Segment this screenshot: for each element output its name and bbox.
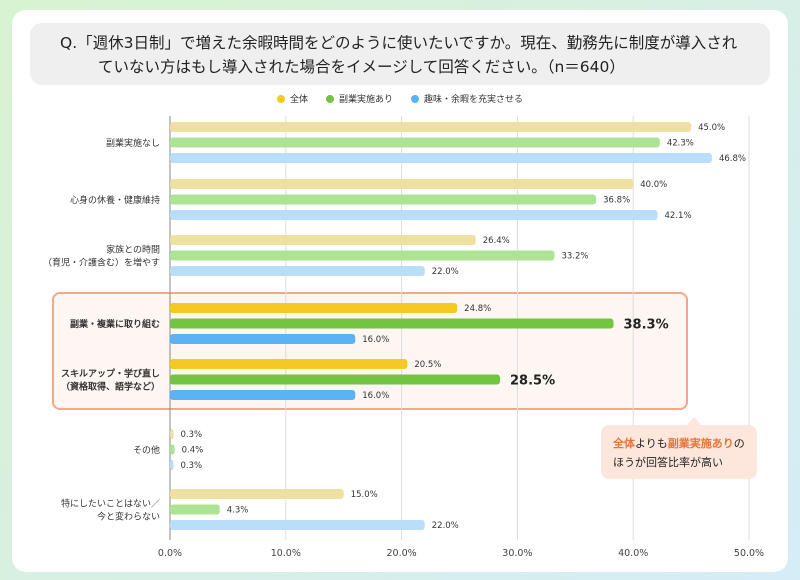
data-label: 28.5% [510,374,555,389]
data-label: 20.5% [414,360,441,370]
note-line-2: ほうが回答比率が高い [613,456,723,469]
data-label: 38.3% [624,318,669,333]
note-text: の [733,437,745,450]
bar [170,359,408,369]
x-tick-label: 10.0% [271,548,301,559]
data-label: 0.3% [180,430,202,440]
bar [170,489,344,499]
data-label: 15.0% [351,490,378,500]
data-label: 33.2% [561,252,588,262]
legend-item: 趣味・余暇を充実させる [411,92,523,105]
data-label: 22.0% [432,521,459,531]
x-tick-label: 40.0% [618,548,648,559]
legend-swatch [411,95,419,103]
question-title: Q.「週休3日制」で増えた余暇時間をどのように使いたいですか。現在、勤務先に制度… [30,23,770,85]
legend-item: 全体 [276,92,308,105]
data-label: 22.0% [432,267,459,277]
category-label: 副業実施なし [106,137,160,149]
category-label: （育児・介護含む）を増やす [43,257,160,269]
bar [170,194,597,205]
category-label: 今と変わらない [97,511,160,523]
bar [170,137,660,148]
data-label: 42.3% [667,139,694,149]
x-tick-label: 50.0% [734,548,764,559]
legend-swatch [276,95,285,103]
data-label: 40.0% [640,180,667,190]
x-tick-label: 20.0% [387,548,417,559]
bar [170,334,356,344]
data-label: 16.0% [362,391,389,401]
data-label: 24.8% [464,304,491,314]
bar [170,122,692,132]
data-label: 16.0% [362,335,389,345]
data-label: 26.4% [483,236,510,246]
legend: 全体 副業実施あり 趣味・余暇を充実させる [0,92,800,105]
legend-swatch [325,95,334,103]
data-label: 45.0% [698,123,725,133]
data-label: 0.4% [182,446,204,456]
category-label: 心身の休養・健康維持 [70,194,160,206]
annotation-callout: 全体よりも副業実施ありの ほうが回答比率が高い [601,417,757,479]
x-tick-label: 0.0% [158,548,182,559]
legend-label: 全体 [289,95,308,105]
legend-item: 副業実施あり [325,92,393,105]
bar [170,266,425,276]
title-line-2: ていない方はもし導入された場合をイメージして回答ください。（n＝640） [98,58,625,76]
x-tick-label: 30.0% [502,548,532,559]
category-label: 特にしたいことはない／ [61,498,160,510]
data-label: 46.8% [719,154,746,164]
bar [170,390,356,400]
note-highlight-all: 全体 [613,437,635,450]
bar [170,235,476,245]
bar [170,210,658,220]
data-label: 0.3% [180,461,202,471]
bar [170,303,458,313]
bar [170,318,614,329]
note-highlight-side-job: 副業実施あり [667,437,734,450]
category-label: スキルアップ・学び直し [61,368,160,380]
data-label: 4.3% [227,506,249,516]
data-label: 42.1% [665,211,692,221]
bar [170,374,501,385]
title-line-1: Q.「週休3日制」で増えた余暇時間をどのように使いたいですか。現在、勤務先に制度… [60,34,738,52]
bar [170,429,174,439]
bar [170,250,555,261]
legend-label: 趣味・余暇を充実させる [424,95,524,105]
bar [170,444,175,455]
bar [170,520,425,530]
bar [170,460,174,470]
category-label: （資格取得、語学など） [61,381,160,393]
category-label: その他 [133,444,160,456]
bar [170,504,220,515]
bar [170,179,634,189]
bar [170,153,712,163]
category-label: 副業・複業に取り組む [70,318,160,330]
data-label: 36.8% [603,196,630,206]
note-text: よりも [635,437,668,450]
category-label: 家族との時間 [106,244,160,256]
legend-label: 副業実施あり [338,95,393,105]
